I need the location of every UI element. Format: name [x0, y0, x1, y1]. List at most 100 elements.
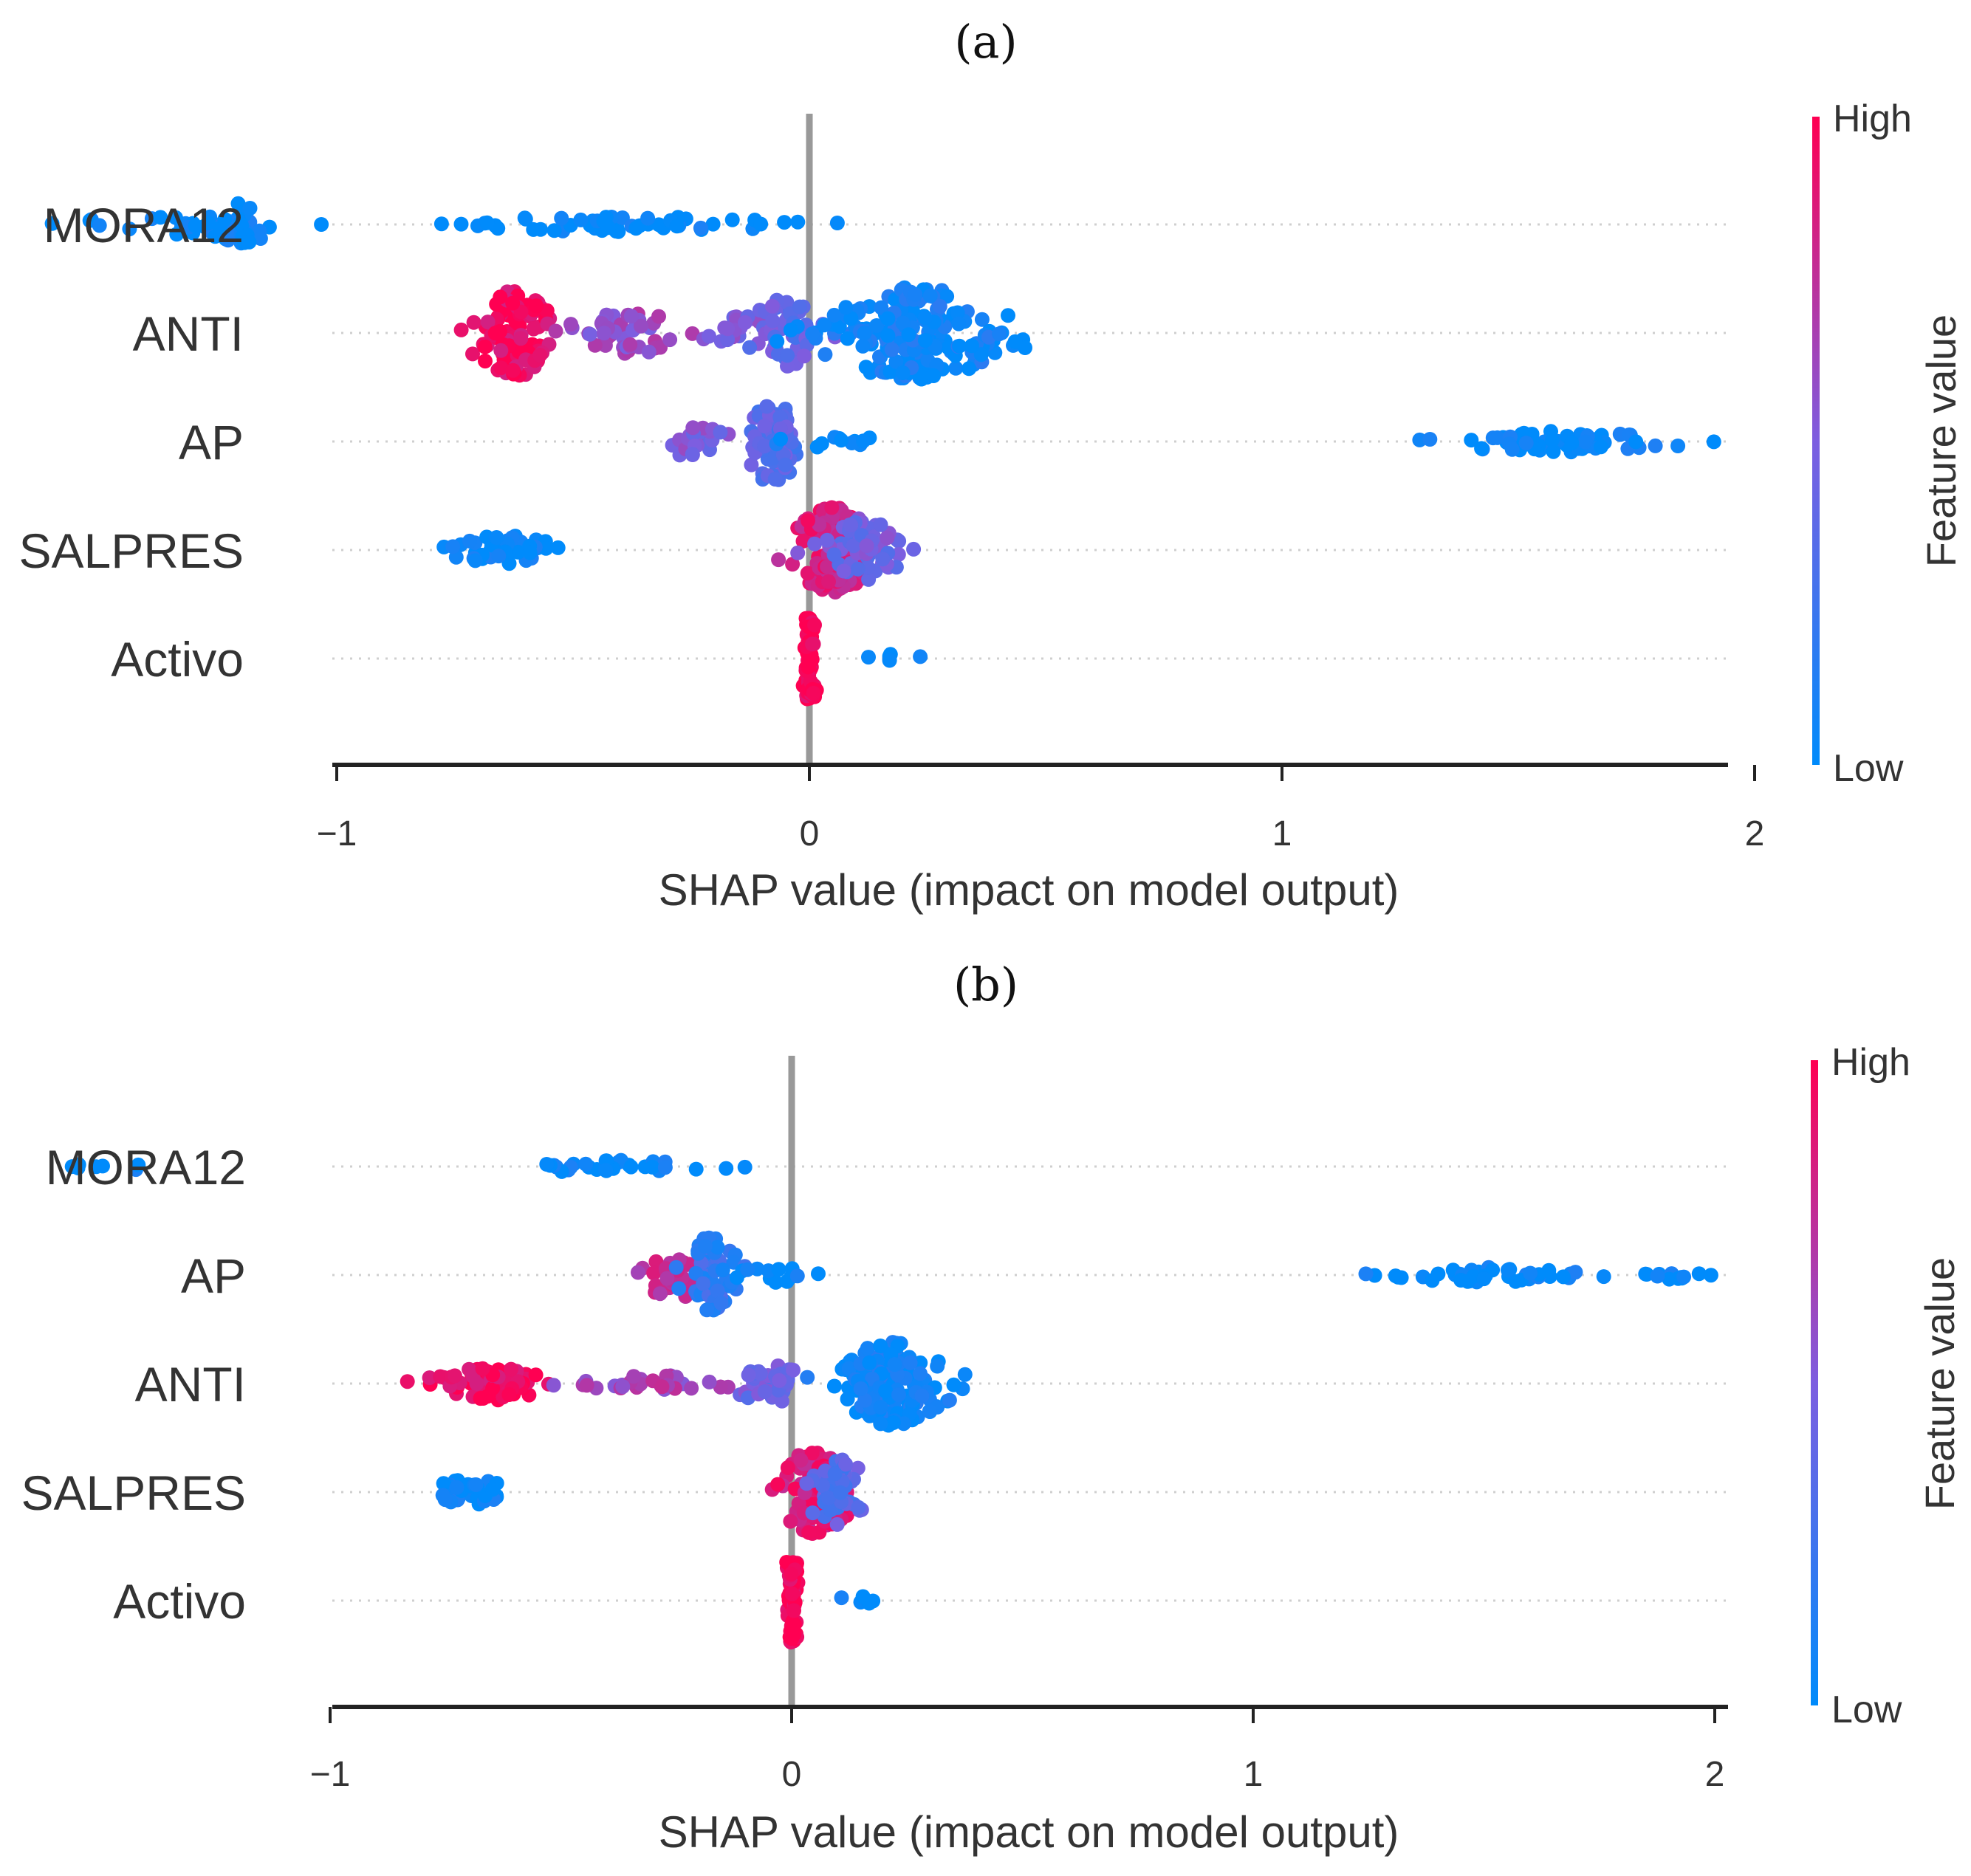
shap-dot: [131, 1157, 146, 1172]
colorbar-title: Feature value: [1918, 315, 1964, 567]
shap-dot: [1523, 1265, 1538, 1281]
shap-dot: [807, 617, 822, 633]
shap-dot: [913, 1366, 928, 1381]
shap-dot: [895, 315, 911, 331]
shap-dot: [862, 1355, 877, 1370]
shap-dot: [657, 1160, 673, 1175]
feature-label: Activo: [113, 1574, 246, 1629]
shap-dot: [314, 217, 329, 232]
shap-dot: [95, 1158, 110, 1174]
shap-dot: [784, 1586, 800, 1601]
shap-dot: [829, 1516, 845, 1532]
shap-dot: [623, 309, 639, 324]
x-tick-label: −1: [317, 814, 357, 853]
shap-dot: [487, 326, 503, 341]
shap-dot: [908, 286, 923, 302]
shap-dot: [652, 1286, 668, 1302]
shap-dot: [485, 1381, 501, 1396]
shap-dot: [773, 431, 788, 447]
shap-dot: [526, 321, 541, 337]
shap-dot: [685, 326, 700, 341]
shap-dot: [873, 1416, 888, 1432]
shap-dot: [532, 348, 548, 363]
shap-dot: [744, 457, 759, 473]
shap-dot: [875, 552, 891, 567]
shap-dot: [493, 360, 509, 376]
shap-dot: [932, 298, 947, 314]
shap-dot: [719, 1161, 734, 1176]
shap-dot: [738, 315, 753, 330]
shap-dot: [792, 299, 807, 315]
shap-dot: [887, 1357, 902, 1372]
shap-dot: [1670, 439, 1686, 453]
shap-dot: [992, 326, 1007, 342]
shap-dot: [821, 574, 836, 589]
shap-dot: [801, 1525, 817, 1540]
shap-dot: [790, 545, 806, 560]
shap-dot: [651, 309, 666, 324]
shap-dot: [850, 561, 865, 577]
shap-dot: [720, 321, 736, 337]
shap-dot: [858, 360, 874, 375]
shap-dot: [902, 1355, 918, 1370]
shap-dot: [780, 1460, 795, 1475]
shap-dot: [824, 500, 840, 515]
shap-dot: [528, 1367, 544, 1383]
shap-dot: [1703, 1268, 1718, 1283]
shap-dot: [878, 1384, 894, 1398]
shap-dot: [826, 547, 842, 563]
shap-dot: [826, 1378, 842, 1394]
shap-dot: [501, 1387, 517, 1402]
shap-dot: [805, 636, 820, 652]
shap-dot: [834, 1590, 849, 1606]
x-axis-title: SHAP value (impact on model output): [659, 865, 1399, 915]
x-ticks: −2−101234: [310, 1707, 1725, 1794]
shap-dot: [880, 328, 896, 343]
shap-dot: [951, 316, 967, 331]
shap-dot: [742, 340, 758, 355]
shap-dot: [1394, 1270, 1409, 1285]
colorbar-high-label: High: [1833, 97, 1912, 140]
shap-dot: [688, 1161, 704, 1177]
shap-dot: [785, 1614, 801, 1629]
shap-dot: [817, 317, 832, 333]
shap-dot: [817, 347, 833, 363]
shap-dot: [685, 420, 701, 436]
shap-dot: [856, 433, 871, 449]
shap-dot: [242, 201, 258, 216]
shap-dot: [1422, 432, 1438, 447]
shap-dot: [1648, 438, 1663, 453]
x-tick-label: 1: [1272, 814, 1292, 853]
shap-dot: [805, 326, 820, 342]
shap-dot: [895, 365, 911, 380]
feature-label: Activo: [111, 632, 244, 687]
shap-dot: [1474, 441, 1490, 456]
feature-label: ANTI: [135, 1357, 246, 1412]
x-tick-label: 2: [1705, 1755, 1725, 1794]
shap-dot: [952, 338, 967, 354]
shap-dot: [468, 1477, 484, 1492]
shap-dot: [771, 552, 786, 568]
shap-dot: [767, 472, 783, 487]
shap-dot: [820, 1491, 836, 1505]
shap-dot: [974, 312, 990, 327]
shap-dot: [1564, 435, 1580, 450]
shap-dot: [447, 1368, 462, 1384]
shap-dot: [838, 300, 854, 315]
shap-dot: [851, 1499, 866, 1515]
shap-dot: [501, 556, 517, 571]
shap-dot: [836, 563, 851, 579]
shap-dot: [563, 317, 578, 332]
shap-dot: [913, 649, 928, 664]
shap-dot: [433, 1369, 448, 1384]
shap-dot: [838, 1457, 854, 1472]
shap-dot: [826, 307, 842, 323]
shap-dot: [651, 217, 667, 233]
shap-dot: [880, 311, 896, 326]
shap-dot: [1007, 334, 1023, 349]
shap-dot: [631, 1265, 645, 1280]
shap-dot: [504, 1361, 518, 1377]
colorbar-gradient: [1812, 117, 1820, 765]
shap-dot: [597, 337, 613, 353]
shap-dot: [770, 1477, 786, 1492]
